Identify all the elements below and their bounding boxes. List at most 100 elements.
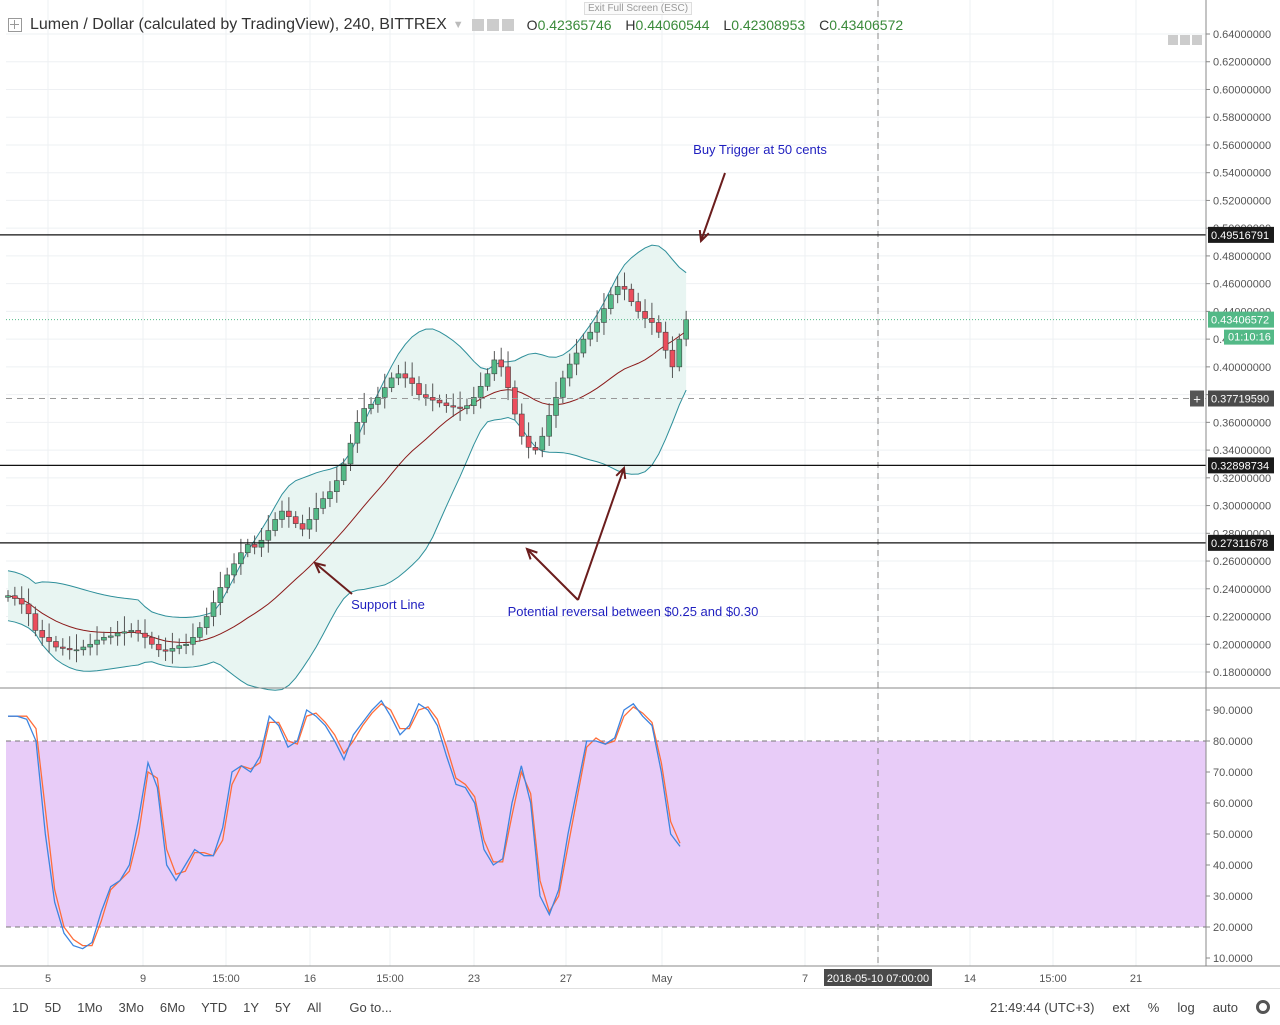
y-tick-label: 0.40000000 [1213,362,1271,374]
timeframe-ytd[interactable]: YTD [201,999,228,1015]
price-panel [5,244,689,691]
timeframe-5y[interactable]: 5Y [275,999,291,1015]
timeframe-3mo[interactable]: 3Mo [118,999,144,1015]
timeframe-all[interactable]: All [306,999,322,1015]
timeframe-1mo[interactable]: 1Mo [77,999,103,1015]
overlay-lines [0,0,1206,966]
candle-body [299,523,306,530]
last-price-label-bg [1208,311,1274,328]
candle-body [669,349,676,368]
annotations: Buy Trigger at 50 cents Support Line Poten… [313,142,827,619]
candle-body [279,510,285,520]
countdown-label-bg [1224,329,1274,345]
exit-fullscreen-button[interactable]: Exit Full Screen (ESC) [584,2,693,15]
close-icon[interactable] [501,19,514,31]
bollinger-upper [7,244,687,618]
level-label: 0.27311678 [1211,538,1268,550]
candle-body [190,637,196,645]
candle-body [683,319,689,340]
candle-body [416,383,422,395]
candle-body [484,373,491,387]
gear-icon[interactable] [1256,1000,1270,1014]
candle-body [512,387,518,415]
y-tick-label: 0.30000000 [1213,501,1271,513]
open-value: 0.42365746 [537,17,612,33]
candle-body [457,406,463,409]
candle-body [607,294,614,309]
timeframe-1y[interactable]: 1Y [243,999,260,1015]
compare-symbol-icon[interactable] [8,18,22,32]
settings-icon[interactable] [486,19,499,31]
x-tick-label: 5 [45,973,51,985]
candle-body [361,408,368,423]
candle-body [450,405,457,408]
level-label: 0.49516791 [1211,230,1269,242]
candle-body [313,508,320,520]
chevron-down-icon[interactable]: ▼ [452,19,464,31]
annotation-text: Support Line [351,597,425,612]
minimize-icon[interactable] [1180,35,1190,45]
y-tick-label: 0.56000000 [1213,140,1271,152]
candle-body [553,397,559,416]
candle-body [286,510,292,517]
candle-body [169,648,176,652]
crosshair-price-label: 0.37719590 [1211,393,1269,405]
candle-body [566,363,573,379]
candle-body [580,338,587,354]
candle-body [594,322,600,333]
level-label-bg [1208,457,1274,474]
candle-body [381,387,388,398]
timeframe-5d[interactable]: 5D [44,999,62,1015]
eye-icon[interactable] [471,19,484,31]
clock-readout[interactable]: 21:49:44 (UTC+3) [990,999,1095,1015]
candle-body [114,632,121,637]
candle-body [87,643,93,648]
candle-body [265,530,272,541]
crosshair-price-label-bg [1208,390,1274,407]
timeframe-1d[interactable]: 1D [12,999,29,1015]
low-label: L [723,17,732,33]
candle-body [402,373,409,379]
timeframe-6mo[interactable]: 6Mo [159,999,186,1015]
candle-body [320,498,326,509]
candle-body [573,352,580,365]
candle-body [101,637,107,641]
x-tick-label: 14 [964,973,976,985]
support-line-arrow [314,562,353,595]
low-value: 0.42308953 [731,17,806,33]
x-tick-label: 7 [802,973,808,985]
chart-area[interactable]: 5 9 15:00 16 15:00 23 27 May 7 2018-05-10 07:00:0… [0,0,1280,988]
auto-toggle[interactable]: auto [1212,999,1238,1015]
close-pane-icon[interactable] [1192,35,1202,45]
y-tick-label: 0.64000000 [1213,29,1271,41]
maximize-icon[interactable] [1168,35,1178,45]
y-tick-label: 0.46000000 [1213,279,1271,291]
bollinger-fill [8,245,687,691]
reversal-arrow-left-head [525,547,538,560]
candle-body [340,463,347,481]
candle-body [142,632,148,638]
candle-body [525,435,532,448]
log-toggle[interactable]: log [1177,999,1195,1015]
percent-toggle[interactable]: % [1147,999,1160,1015]
candle-body [614,286,621,296]
candle-body [59,646,66,649]
candle-body [306,519,313,530]
candle-body [162,649,169,652]
candle-body [53,641,59,648]
y-tick-label: 0.52000000 [1213,195,1271,207]
candle-body [121,631,128,634]
axes: 5 9 15:00 16 15:00 23 27 May 7 2018-05-10 07:00:0… [0,0,1280,986]
goto-button[interactable]: Go to... [349,999,393,1015]
candle-body [46,637,52,642]
candle-body [251,544,258,548]
candle-body [203,616,210,628]
add-alert-button-bg [1190,390,1204,407]
candle-body [621,286,628,290]
ext-toggle[interactable]: ext [1112,999,1130,1015]
stoch-tick-label: 60.0000 [1213,798,1253,810]
candle-body [333,480,340,492]
candle-body [5,595,11,598]
candle-body [498,359,505,368]
candle-body [491,359,498,375]
